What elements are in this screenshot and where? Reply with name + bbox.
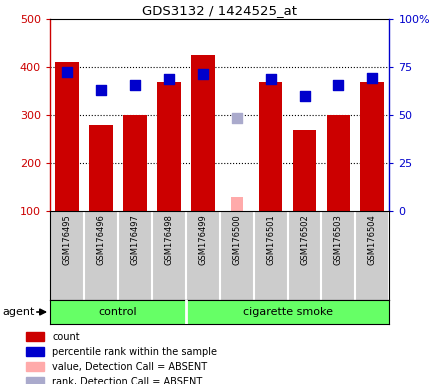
Bar (26, 347, 43, 356)
Bar (55, 63, 79, 211)
Bar (26, 362, 43, 371)
Point (368, 75, 375, 81)
Point (300, 93, 307, 99)
Text: GSM176499: GSM176499 (198, 214, 207, 265)
Bar (230, 197, 242, 211)
Point (131, 83, 138, 89)
Bar (326, 115, 349, 211)
Point (334, 83, 341, 89)
Text: GSM176501: GSM176501 (266, 214, 274, 265)
Text: GSM176503: GSM176503 (333, 214, 342, 265)
Point (63, 69, 70, 75)
Bar (89, 125, 112, 211)
Text: control: control (99, 307, 137, 317)
Bar (157, 82, 180, 211)
Point (165, 76, 172, 82)
Point (233, 114, 240, 121)
Bar (26, 377, 43, 384)
Bar (26, 332, 43, 341)
Text: GSM176496: GSM176496 (96, 214, 105, 265)
Text: value, Detection Call = ABSENT: value, Detection Call = ABSENT (52, 362, 207, 372)
Point (97, 87, 104, 93)
Text: GSM176495: GSM176495 (62, 214, 71, 265)
Bar (123, 115, 146, 211)
Text: percentile rank within the sample: percentile rank within the sample (52, 347, 217, 357)
Text: rank, Detection Call = ABSENT: rank, Detection Call = ABSENT (52, 377, 202, 384)
Text: GSM176497: GSM176497 (130, 214, 139, 265)
Text: GSM176498: GSM176498 (164, 214, 173, 265)
Bar (360, 82, 383, 211)
Point (266, 76, 273, 82)
Point (199, 71, 206, 78)
Bar (191, 55, 214, 211)
Text: count: count (52, 332, 80, 342)
Text: GSM176504: GSM176504 (367, 214, 376, 265)
Bar (292, 130, 316, 211)
Text: agent: agent (3, 307, 35, 317)
Text: GSM176500: GSM176500 (232, 214, 240, 265)
Title: GDS3132 / 1424525_at: GDS3132 / 1424525_at (142, 3, 296, 17)
Text: GSM176502: GSM176502 (299, 214, 308, 265)
Text: cigarette smoke: cigarette smoke (242, 307, 332, 317)
Bar (258, 82, 282, 211)
